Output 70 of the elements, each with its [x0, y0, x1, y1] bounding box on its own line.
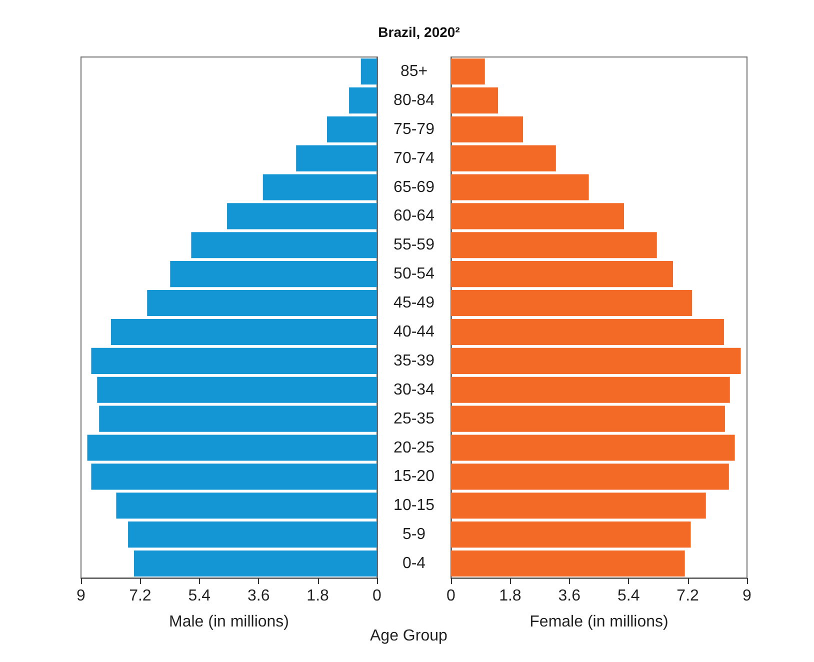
- bar: [451, 203, 624, 230]
- x-axis-title: Female (in millions): [530, 614, 668, 630]
- bar: [327, 116, 377, 142]
- bar: [116, 492, 377, 519]
- y-tick-label: 5-9: [402, 526, 426, 544]
- bar: [451, 550, 685, 577]
- bar: [97, 376, 377, 403]
- x-tick-label: 5.4: [188, 588, 211, 604]
- bar: [227, 203, 377, 230]
- bar: [451, 58, 485, 84]
- bar: [451, 376, 730, 403]
- bar: [451, 232, 657, 258]
- x-axis-title: Male (in millions): [168, 614, 290, 630]
- x-tick-label: 1.8: [499, 588, 522, 604]
- bar: [451, 464, 729, 490]
- x-tick-label: 5.4: [617, 588, 640, 604]
- x-tick-label: 9: [742, 588, 752, 604]
- y-tick-label: 60-64: [394, 208, 435, 225]
- bar: [110, 318, 377, 345]
- x-tick-label: 3.6: [247, 588, 270, 604]
- bar: [91, 348, 377, 374]
- bar: [451, 290, 692, 316]
- bar: [451, 116, 524, 142]
- bar: [451, 145, 556, 172]
- x-tick-label: 7.2: [129, 588, 152, 604]
- bar: [451, 406, 725, 432]
- x-tick-label: 7.2: [676, 588, 700, 604]
- bar: [134, 550, 377, 577]
- bar: [451, 348, 741, 374]
- x-tick-label: 1.8: [306, 588, 330, 604]
- y-tick-label: 25-35: [394, 410, 435, 428]
- y-tick-label: 45-49: [394, 294, 435, 312]
- bar: [451, 318, 724, 345]
- x-tick-label: 9: [76, 588, 86, 604]
- y-tick-label: 40-44: [394, 323, 435, 340]
- y-tick-label: 10-15: [394, 497, 435, 514]
- bar: [128, 522, 377, 548]
- y-tick-label: 30-34: [394, 381, 435, 398]
- y-tick-label: 80-84: [394, 92, 435, 109]
- y-tick-label: 35-39: [394, 352, 435, 370]
- y-tick-label: 20-25: [394, 439, 435, 456]
- bar: [99, 406, 377, 432]
- x-tick-label: 3.6: [558, 588, 581, 604]
- bar: [296, 145, 377, 172]
- bar: [451, 522, 691, 548]
- bar: [360, 58, 377, 84]
- y-tick-label: 75-79: [394, 120, 435, 138]
- y-tick-label: 85+: [400, 62, 428, 80]
- bar: [191, 232, 377, 258]
- text: Brazil, 2020²: [378, 24, 460, 40]
- bar: [349, 87, 377, 114]
- y-tick-label: 70-74: [394, 150, 435, 167]
- bar: [451, 174, 589, 200]
- bar: [87, 434, 377, 461]
- bar: [451, 87, 498, 114]
- y-tick-label: 55-59: [394, 236, 435, 254]
- y-tick-label: 15-20: [394, 468, 435, 486]
- bar: [170, 261, 377, 288]
- bar: [147, 290, 377, 316]
- x-tick-label: 0: [446, 588, 456, 604]
- bar: [451, 492, 706, 519]
- y-tick-label: 65-69: [394, 178, 435, 196]
- y-tick-label: 50-54: [394, 266, 435, 283]
- bar: [262, 174, 377, 200]
- bar: [91, 464, 377, 490]
- x-tick-label: 0: [372, 588, 382, 604]
- y-tick-label: 0-4: [402, 555, 426, 572]
- bar: [451, 261, 673, 288]
- y-axis-title: Age Group: [370, 628, 448, 644]
- bar: [451, 434, 735, 461]
